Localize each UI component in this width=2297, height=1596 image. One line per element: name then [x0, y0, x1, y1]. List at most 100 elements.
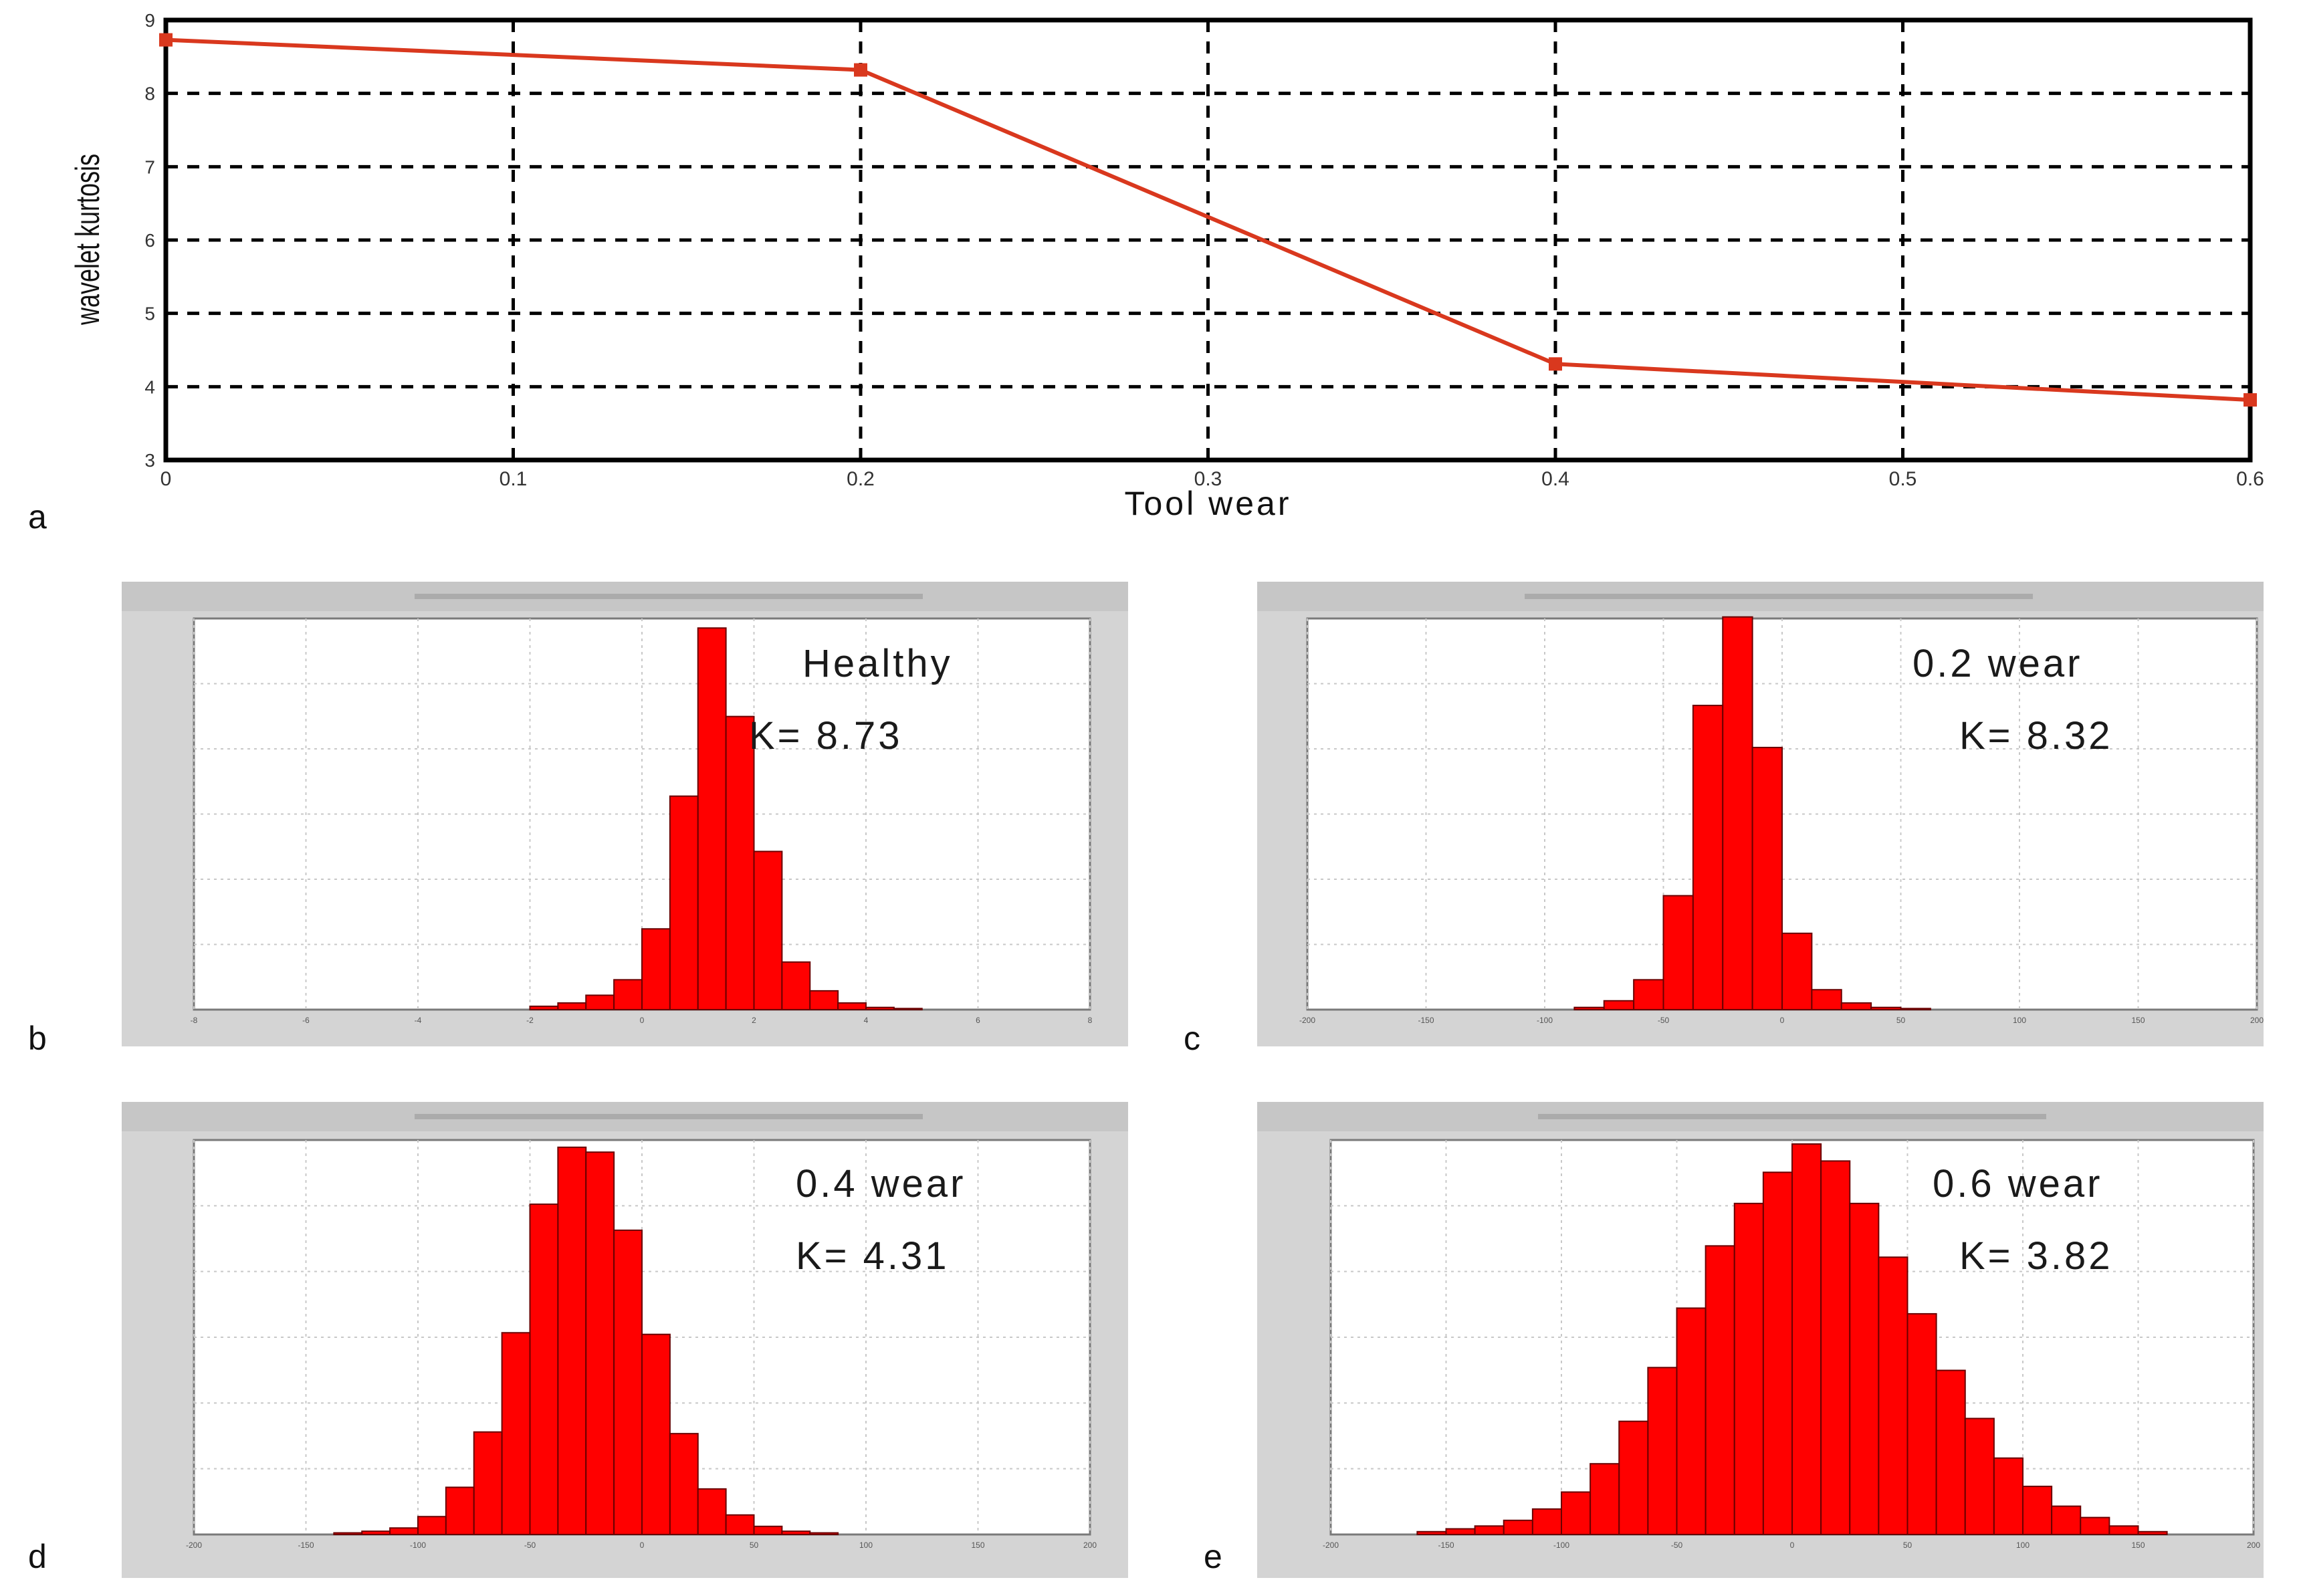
x-tick-label: -100	[1553, 1541, 1569, 1550]
kurtosis-label: K= 8.73	[749, 714, 903, 758]
histogram-bar	[893, 1008, 923, 1010]
histogram-bar	[2108, 1525, 2139, 1536]
x-tick-label: 200	[2247, 1541, 2260, 1550]
x-tick-label: -4	[415, 1016, 422, 1025]
histogram-bar	[781, 1530, 811, 1535]
x-tick-label: -6	[302, 1016, 310, 1025]
x-tick-label: -100	[1537, 1016, 1553, 1025]
histogram-bar	[361, 1530, 391, 1535]
x-tick-label: 50	[1903, 1541, 1912, 1550]
histogram-bar	[753, 850, 783, 1010]
histogram-bar	[1964, 1417, 1995, 1535]
histogram-bar	[1692, 705, 1724, 1010]
x-tick-label: -8	[191, 1016, 198, 1025]
data-point	[854, 63, 867, 77]
x-tick-label: -50	[524, 1541, 536, 1550]
histogram-bar	[865, 1006, 895, 1010]
histogram-bar	[1900, 1008, 1931, 1010]
histogram-bar	[613, 979, 643, 1010]
histogram-bar	[1935, 1369, 1966, 1536]
x-tick-label: -100	[410, 1541, 426, 1550]
histogram-bar	[1849, 1202, 1880, 1535]
histogram-bar	[1840, 1002, 1872, 1011]
kurtosis-label: K= 8.32	[1959, 714, 2113, 758]
data-point	[1549, 357, 1562, 371]
histogram-bar	[1416, 1530, 1447, 1535]
histogram-bar	[1618, 1420, 1649, 1535]
panel-letter-c: c	[1184, 1020, 1200, 1057]
x-tick-label: 0	[640, 1541, 645, 1550]
histogram-bar	[333, 1532, 363, 1535]
x-tick-label: 2	[752, 1016, 756, 1025]
x-tick-label: 0	[640, 1016, 645, 1025]
figure-title-blur	[1538, 1114, 2046, 1119]
x-tick-label: -50	[1658, 1016, 1670, 1025]
x-tick-label: 0.3	[1194, 468, 1222, 490]
histogram-bar	[697, 627, 727, 1010]
histogram-bar	[1878, 1256, 1908, 1536]
data-point	[159, 33, 173, 47]
histogram-bar	[809, 1532, 839, 1535]
condition-label: 0.4 wear	[796, 1162, 966, 1206]
histogram-bar	[1561, 1491, 1592, 1535]
x-tick-label: 100	[2013, 1016, 2026, 1025]
histogram-bar	[557, 1002, 587, 1011]
figure-title-blur	[415, 594, 923, 599]
histogram-bar	[2051, 1505, 2082, 1535]
y-axis-label: wavelet kurtosis	[70, 154, 106, 326]
x-tick-label: 100	[859, 1541, 873, 1550]
x-tick-label: -50	[1671, 1541, 1683, 1550]
condition-label: Healthy	[802, 642, 953, 685]
histogram-panel-c: -200 -150 -100 -50 0 50 100 150 200 0.2 wear K= 8.…	[1257, 582, 2264, 1046]
x-tick-label: 0.6	[2236, 468, 2264, 490]
histogram-bar	[389, 1527, 419, 1535]
histogram-bar	[725, 1514, 755, 1536]
condition-label: 0.2 wear	[1912, 642, 2082, 685]
x-tick-label: 200	[1083, 1541, 1097, 1550]
histogram-bar	[1781, 932, 1813, 1010]
kurtosis-label: K= 3.82	[1959, 1234, 2113, 1278]
histogram-bar	[725, 715, 755, 1010]
histogram-bar	[501, 1332, 531, 1536]
histogram-bar	[697, 1488, 727, 1536]
y-tick-label: 8	[144, 84, 155, 104]
histogram-panel-e: -200 -150 -100 -50 0 50 100 150 200 0.6 wear K= 3.…	[1257, 1102, 2264, 1578]
histogram-bar	[473, 1431, 503, 1535]
histogram-bar	[585, 994, 615, 1010]
x-axis-label: Tool wear	[1125, 485, 1292, 522]
x-tick-label: 8	[1088, 1016, 1093, 1025]
histogram-bar	[1474, 1525, 1505, 1536]
x-tick-label: 50	[1896, 1016, 1906, 1025]
histogram-bar	[1733, 1202, 1764, 1535]
x-tick-label: 150	[971, 1541, 984, 1550]
histogram-bar	[417, 1516, 447, 1536]
panel-letter-e: e	[1204, 1538, 1222, 1575]
histogram-bar	[1993, 1457, 2023, 1535]
x-tick-label: 6	[976, 1016, 980, 1025]
panel-letter-a: a	[28, 498, 47, 536]
histogram-bar	[641, 928, 671, 1011]
histogram-bar	[1751, 746, 1783, 1011]
x-tick-label: 200	[2250, 1016, 2264, 1025]
x-tick-label: -150	[298, 1541, 314, 1550]
histogram-bar	[669, 795, 699, 1011]
histogram-bar	[2137, 1530, 2168, 1535]
x-tick-label: -2	[526, 1016, 534, 1025]
data-point	[2244, 393, 2257, 407]
line-chart-panel-a: 0 0.1 0.2 0.3 0.4 0.5 0.6 3 4 5 6 7 8 9 Tool wear wavel…	[70, 10, 2264, 522]
x-tick-label: 0.2	[847, 468, 875, 490]
x-tick-label: 0.4	[1541, 468, 1569, 490]
x-tick-label: 150	[2131, 1541, 2145, 1550]
series-line	[165, 37, 2251, 403]
x-tick-label: -200	[1299, 1016, 1315, 1025]
histogram-bar	[781, 961, 811, 1011]
plot-frame	[163, 17, 2253, 463]
x-tick-label: -200	[1323, 1541, 1339, 1550]
x-tick-label: 0.1	[500, 468, 528, 490]
histogram-bar	[1503, 1519, 1533, 1535]
histogram-bar	[1762, 1171, 1793, 1535]
y-tick-label: 9	[144, 10, 155, 31]
histogram-bar	[613, 1229, 643, 1535]
x-tick-label: -200	[186, 1541, 202, 1550]
